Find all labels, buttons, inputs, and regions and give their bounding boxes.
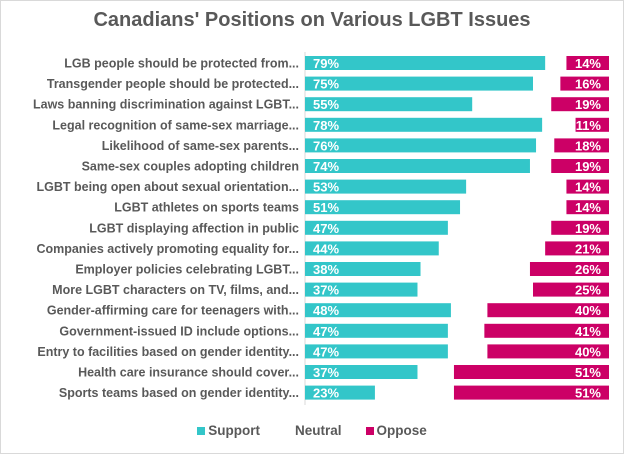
legend: Support Neutral Oppose	[0, 423, 624, 438]
category-label: Same-sex couples adopting children	[82, 160, 299, 174]
bar-support	[305, 200, 461, 215]
bar-support	[305, 179, 467, 194]
data-label-support: 47%	[313, 221, 339, 236]
legend-swatch-support	[197, 426, 206, 435]
category-label: Health care insurance should cover...	[78, 366, 299, 380]
bar-support	[305, 220, 448, 235]
bar-oppose	[487, 344, 609, 359]
category-label: LGBT athletes on sports teams	[114, 201, 299, 215]
data-label-oppose: 14%	[575, 56, 601, 71]
bar-oppose	[551, 97, 609, 112]
bar-oppose	[554, 138, 609, 153]
data-label-oppose: 16%	[575, 77, 601, 92]
data-label-support: 48%	[313, 303, 339, 318]
bar-support	[305, 76, 533, 91]
bar-oppose	[560, 76, 609, 91]
category-label: Companies actively promoting equality fo…	[36, 242, 299, 256]
legend-item-oppose: Oppose	[365, 423, 427, 438]
legend-label-neutral: Neutral	[294, 423, 342, 438]
data-label-support: 23%	[313, 386, 339, 401]
bar-support	[305, 159, 530, 173]
bar-oppose	[551, 159, 609, 173]
bar-oppose	[551, 220, 609, 235]
legend-item-neutral: Neutral	[283, 423, 342, 438]
category-label: More LGBT characters on TV, films, and..…	[52, 283, 299, 297]
category-label: Legal recognition of same-sex marriage..…	[52, 118, 299, 132]
bar-oppose	[453, 385, 609, 400]
data-label-oppose: 19%	[575, 97, 601, 112]
category-label: Likelihood of same-sex parents...	[102, 139, 299, 153]
data-label-support: 47%	[313, 324, 339, 339]
data-label-support: 76%	[313, 138, 339, 153]
data-label-oppose: 19%	[575, 221, 601, 236]
bar-oppose	[566, 179, 609, 194]
data-label-support: 37%	[313, 283, 339, 298]
data-label-oppose: 40%	[575, 344, 601, 359]
bar-support	[305, 56, 546, 70]
bar-support	[305, 344, 448, 359]
legend-swatch-oppose	[365, 426, 374, 435]
bar-oppose	[533, 282, 609, 297]
bar-support	[305, 303, 451, 318]
bar-support	[305, 262, 421, 276]
chart-title: Canadians' Positions on Various LGBT Iss…	[93, 9, 531, 31]
bar-support	[305, 385, 375, 400]
category-label: LGB people should be protected from...	[64, 57, 299, 71]
data-label-oppose: 40%	[575, 303, 601, 318]
data-label-oppose: 14%	[575, 180, 601, 195]
data-label-support: 37%	[313, 365, 339, 380]
data-label-oppose: 21%	[575, 241, 601, 256]
bar-oppose	[566, 56, 609, 70]
bar-support	[305, 282, 418, 297]
bar-oppose	[566, 200, 609, 215]
data-label-support: 51%	[313, 200, 339, 215]
data-label-oppose: 19%	[575, 159, 601, 174]
data-label-oppose: 25%	[575, 283, 601, 298]
data-label-oppose: 51%	[575, 386, 601, 401]
data-label-oppose: 14%	[575, 200, 601, 215]
data-label-support: 47%	[313, 344, 339, 359]
category-label: LGBT displaying affection in public	[89, 221, 299, 235]
category-label: Gender-affirming care for teenagers with…	[47, 304, 299, 318]
bar-oppose	[545, 241, 609, 256]
category-label: Laws banning discrimination against LGBT…	[33, 98, 299, 112]
data-label-oppose: 26%	[575, 262, 601, 277]
bar-support	[305, 97, 473, 112]
category-label: Entry to facilities based on gender iden…	[37, 345, 299, 359]
bar-support	[305, 241, 439, 256]
data-label-support: 44%	[313, 241, 339, 256]
data-label-support: 74%	[313, 159, 339, 174]
legend-swatch-neutral	[283, 426, 292, 435]
category-label: Employer policies celebrating LGBT...	[75, 263, 299, 277]
category-label: Transgender people should be protected..…	[47, 77, 299, 91]
bar-oppose	[529, 262, 609, 276]
category-label: Sports teams based on gender identity...	[59, 386, 299, 400]
bar-support	[305, 365, 418, 379]
data-label-oppose: 18%	[575, 138, 601, 153]
bar-support	[305, 323, 448, 338]
legend-label-oppose: Oppose	[376, 423, 427, 438]
bar-oppose	[575, 117, 609, 132]
data-label-support: 79%	[313, 56, 339, 71]
bar-support	[305, 138, 537, 153]
legend-label-support: Support	[208, 423, 260, 438]
data-label-oppose: 41%	[575, 324, 601, 339]
data-label-support: 78%	[313, 118, 339, 133]
data-label-oppose: 51%	[575, 365, 601, 380]
bar-support	[305, 117, 543, 132]
data-label-support: 38%	[313, 262, 339, 277]
data-label-support: 55%	[313, 97, 339, 112]
bar-oppose	[487, 303, 609, 318]
data-label-oppose: 11%	[576, 118, 602, 133]
legend-item-support: Support	[197, 423, 260, 438]
data-label-support: 53%	[313, 180, 339, 195]
bar-oppose	[484, 323, 609, 338]
category-label: LGBT being open about sexual orientation…	[36, 180, 299, 194]
bar-oppose	[453, 365, 609, 379]
category-label: Government-issued ID include options...	[59, 324, 299, 338]
data-label-support: 75%	[313, 77, 339, 92]
